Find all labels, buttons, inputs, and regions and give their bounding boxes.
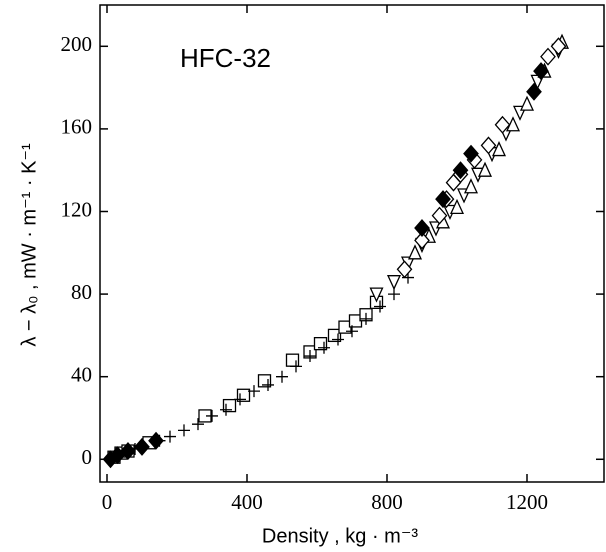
x-tick-label: 800	[371, 490, 403, 514]
point	[480, 136, 497, 155]
chart-title: HFC-32	[180, 43, 271, 73]
point	[526, 82, 542, 101]
point	[206, 409, 218, 422]
x-tick-label: 1200	[506, 490, 548, 514]
point	[290, 360, 302, 373]
point	[276, 370, 288, 383]
point	[318, 341, 330, 354]
x-tick-label: 400	[231, 490, 263, 514]
point	[533, 62, 549, 81]
point	[374, 300, 386, 313]
point	[431, 206, 448, 225]
y-tick-label: 80	[71, 280, 92, 304]
point	[304, 350, 316, 363]
point	[248, 385, 260, 398]
y-tick-label: 0	[82, 445, 93, 469]
point	[346, 325, 358, 338]
y-tick-label: 40	[71, 363, 92, 387]
point	[234, 393, 246, 406]
x-axis-label: Density , kg · m⁻³	[262, 525, 418, 547]
y-tick-label: 120	[61, 197, 93, 221]
point	[396, 260, 413, 279]
point	[414, 231, 430, 250]
point	[192, 418, 204, 431]
point	[449, 198, 465, 215]
point	[435, 190, 451, 209]
point	[477, 161, 493, 177]
point	[262, 378, 274, 391]
y-tick-label: 200	[61, 32, 93, 56]
point	[494, 115, 511, 134]
x-tick-label: 0	[102, 490, 113, 514]
point	[463, 144, 479, 163]
point	[414, 219, 430, 238]
point	[332, 333, 344, 346]
point	[360, 312, 372, 325]
point	[178, 424, 190, 437]
point	[550, 37, 567, 56]
point	[220, 403, 232, 416]
point	[519, 95, 535, 111]
plot-frame	[99, 4, 605, 483]
point	[164, 430, 176, 443]
point	[463, 178, 479, 194]
point	[491, 140, 507, 157]
point	[505, 116, 521, 132]
point	[369, 287, 384, 303]
point	[452, 161, 469, 180]
point	[134, 437, 150, 456]
point	[148, 431, 164, 450]
y-tick-label: 160	[61, 115, 93, 139]
y-axis-label: λ − λ₀ , mW · m⁻¹ · K⁻¹	[18, 143, 40, 347]
point	[407, 244, 423, 260]
point	[540, 47, 556, 66]
point	[285, 353, 300, 367]
point	[386, 275, 402, 291]
point	[120, 442, 136, 461]
